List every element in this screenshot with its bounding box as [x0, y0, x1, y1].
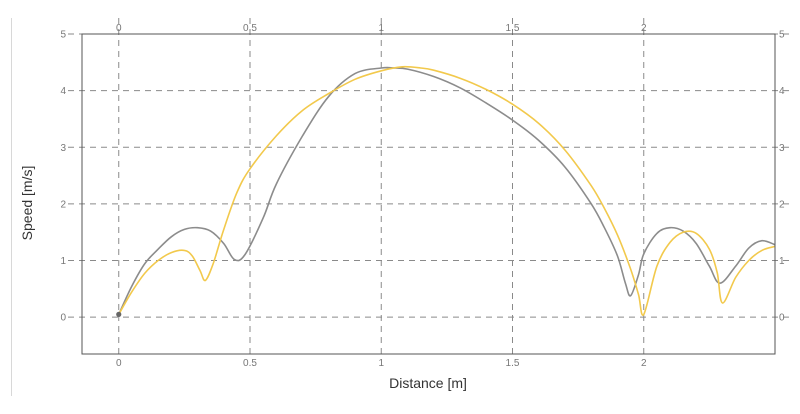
x-tick-label-bottom: 0.5	[243, 358, 257, 369]
y-tick-label-right: 4	[779, 86, 785, 97]
gridlines	[68, 18, 790, 354]
y-tick-label-left: 3	[60, 143, 66, 154]
x-tick-label-top: 1.5	[506, 23, 520, 34]
y-axis-title: Speed [m/s]	[19, 166, 35, 241]
x-tick-label-bottom: 1.5	[506, 358, 520, 369]
x-tick-label-top: 0.5	[243, 23, 257, 34]
y-tick-label-right: 3	[779, 143, 785, 154]
y-tick-label-left: 2	[60, 199, 66, 210]
series	[118, 65, 776, 317]
y-tick-label-left: 5	[60, 30, 66, 41]
series-line-2	[118, 65, 776, 317]
x-axis-title: Distance [m]	[389, 375, 467, 391]
tick-labels: 0 0 0.5 0.5 1 1 1.5 1.5 2 2 0 0 1 1 2 2 3 3 4 4 5 5	[60, 23, 785, 369]
x-tick-label-top: 1	[378, 23, 384, 34]
left-divider	[11, 18, 12, 396]
y-tick-label-right: 5	[779, 30, 785, 41]
y-tick-label-left: 4	[60, 86, 66, 97]
y-tick-label-left: 0	[60, 313, 66, 324]
x-tick-label-bottom: 2	[641, 358, 647, 369]
series-line-1	[118, 66, 776, 315]
start-point-marker	[116, 311, 122, 317]
y-tick-label-right: 0	[779, 313, 785, 324]
y-tick-label-left: 1	[60, 256, 66, 267]
markers	[116, 311, 122, 317]
x-tick-label-bottom: 1	[378, 358, 384, 369]
y-tick-label-right: 2	[779, 199, 785, 210]
x-tick-label-bottom: 0	[116, 358, 122, 369]
plot-frame	[81, 33, 776, 355]
x-tick-label-top: 0	[116, 23, 122, 34]
y-tick-label-right: 1	[779, 256, 785, 267]
x-tick-label-top: 2	[641, 23, 647, 34]
